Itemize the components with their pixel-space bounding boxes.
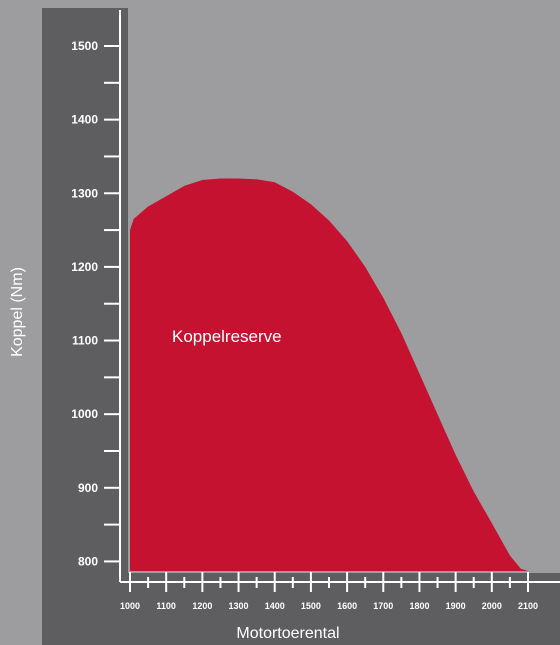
axes (119, 10, 560, 583)
y-tick-label: 1400 (71, 113, 98, 127)
torque-area (130, 178, 528, 571)
y-tick-label: 1000 (71, 407, 98, 421)
x-tick-label: 1500 (301, 601, 321, 611)
x-tick-label: 2000 (482, 601, 502, 611)
y-tick-label: 1100 (72, 334, 98, 348)
y-tick-label: 1200 (71, 260, 98, 274)
y-tick-label: 1300 (71, 186, 98, 200)
x-tick-label: 1900 (446, 601, 466, 611)
y-axis-ticks: 800 900 1000 1100 1200 1300 1400 1500 (71, 39, 120, 568)
x-tick-label: 1300 (229, 601, 249, 611)
y-axis-label: Koppel (Nm) (9, 267, 26, 357)
y-axis-panel (42, 8, 128, 645)
x-tick-label: 1100 (156, 601, 176, 611)
x-tick-label: 1400 (265, 601, 285, 611)
y-tick-label: 1500 (71, 39, 98, 53)
x-axis-ticks: 1000 1100 1200 1300 1400 1500 1600 1700 1800 1900… (120, 572, 538, 611)
x-axis-label: Motortoerental (236, 625, 339, 642)
x-tick-label: 2100 (518, 601, 538, 611)
x-tick-label: 1000 (120, 601, 140, 611)
x-tick-label: 1200 (192, 601, 212, 611)
x-tick-label: 1600 (337, 601, 357, 611)
y-tick-label: 900 (78, 481, 98, 495)
area-annotation: Koppelreserve (172, 327, 282, 346)
y-tick-label: 800 (78, 554, 98, 568)
x-tick-label: 1700 (373, 601, 393, 611)
x-tick-label: 1800 (409, 601, 429, 611)
